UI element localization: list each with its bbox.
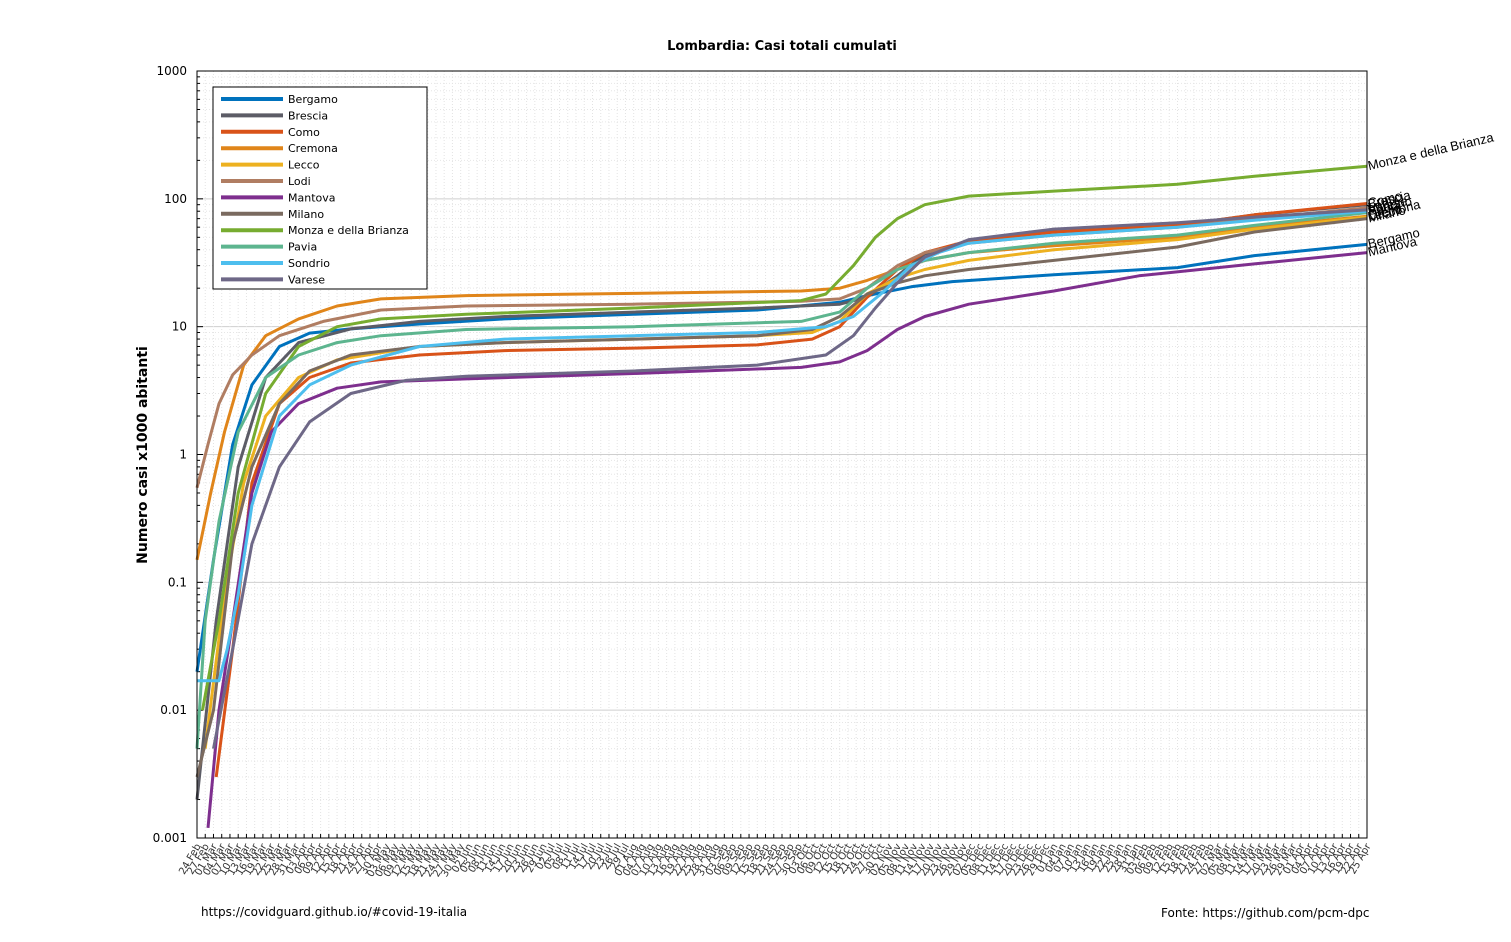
y-axis-label: Numero casi x1000 abitanti — [135, 346, 151, 564]
series-line-sondrio — [197, 209, 1368, 683]
series-line-bergamo — [195, 242, 1368, 672]
legend-entry-brescia: Brescia — [288, 109, 328, 122]
y-tick-label: 0.1 — [168, 575, 187, 589]
y-tick-label: 10 — [172, 320, 187, 334]
legend-entry-como: Como — [288, 126, 320, 139]
footer-data-source: Fonte: https://github.com/pcm-dpc — [1161, 906, 1370, 920]
end-label-lodi: Lodi — [1366, 195, 1393, 215]
grid — [196, 71, 1368, 839]
series-line-lecco — [203, 215, 1368, 749]
y-tick-label: 0.001 — [153, 831, 187, 845]
legend-entry-monza-e-della-brianza: Monza e della Brianza — [288, 224, 409, 237]
end-label-monza-e-della-brianza: Monza e della Brianza — [1366, 129, 1495, 173]
series-line-milano — [195, 217, 1368, 778]
legend-entry-pavia: Pavia — [288, 241, 317, 254]
legend-box — [212, 86, 428, 290]
legend-entry-milano: Milano — [288, 208, 324, 221]
legend-entry-bergamo: Bergamo — [288, 93, 338, 106]
y-tick-label: 1000 — [156, 64, 187, 78]
y-tick-label: 100 — [164, 192, 187, 206]
legend-entry-lodi: Lodi — [288, 175, 311, 188]
series-line-varese — [212, 208, 1368, 749]
legend-entry-sondrio: Sondrio — [288, 257, 330, 270]
series-line-pavia — [195, 211, 1368, 749]
series-line-mantova — [206, 251, 1368, 829]
series-lines — [195, 164, 1368, 829]
series-line-monza-e-della-brianza — [201, 164, 1368, 711]
y-tick-label: 1 — [179, 448, 187, 462]
legend-entry-mantova: Mantova — [288, 191, 336, 204]
y-axis: 0.001 0.01 0.1 1 10 100 1000 — [153, 64, 203, 845]
chart-title: Lombardia: Casi totali cumulati — [667, 39, 897, 54]
series-end-labels: BergamoBresciaComoCremonaLeccoLodiMantov… — [1366, 129, 1495, 259]
footer-source-link[interactable]: https://covidguard.github.io/#covid-19-i… — [201, 905, 468, 919]
legend-entry-cremona: Cremona — [288, 142, 338, 155]
series-line-como — [214, 202, 1368, 778]
plot-frame — [196, 70, 1368, 839]
end-label-pavia: Pavia — [1366, 197, 1402, 219]
legend-entry-varese: Varese — [288, 273, 325, 286]
legend: Bergamo Brescia Como Cremona Lecco Lodi Mantov… — [212, 86, 428, 290]
y-tick-label: 0.01 — [160, 703, 187, 717]
legend-entry-lecco: Lecco — [288, 159, 320, 172]
